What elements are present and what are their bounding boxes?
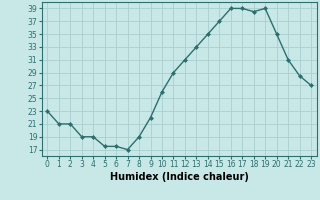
X-axis label: Humidex (Indice chaleur): Humidex (Indice chaleur) — [110, 172, 249, 182]
